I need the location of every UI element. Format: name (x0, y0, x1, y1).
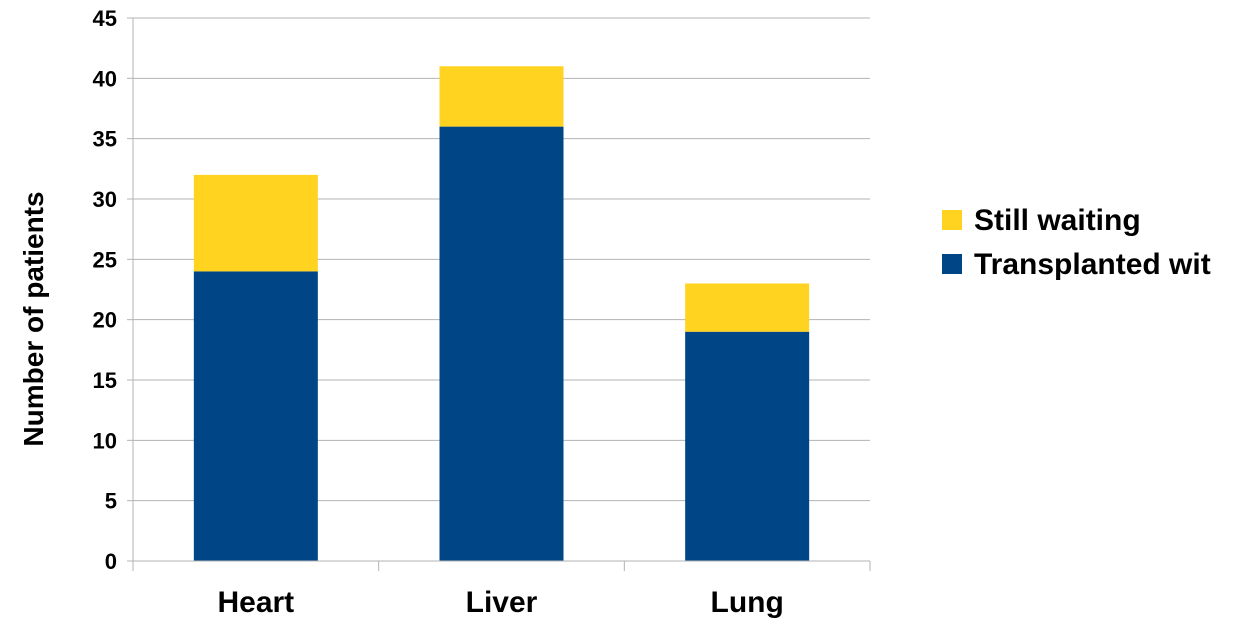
x-tick-labels: Heart Liver Lung (217, 586, 783, 619)
bar-heart-transplanted-wit (193, 271, 318, 561)
y-tick-label: 10 (93, 428, 117, 453)
y-tick-label: 30 (93, 187, 117, 212)
y-tick-label: 0 (105, 549, 117, 574)
bar-heart-still-waiting (193, 174, 318, 272)
legend-label: Transplanted wit (974, 248, 1211, 281)
legend-swatch (942, 210, 962, 230)
legend: Still waiting Transplanted wit (942, 204, 1211, 281)
y-axis-title: Number of patients (18, 191, 49, 446)
y-tick-label: 40 (93, 66, 117, 91)
y-tick-labels: 0 5 10 15 20 25 30 35 40 45 (93, 6, 117, 574)
y-tick-label: 5 (105, 489, 117, 514)
y-tick-label: 25 (93, 247, 117, 272)
y-tick-label: 15 (93, 368, 117, 393)
axes (132, 18, 871, 571)
legend-swatch (942, 254, 962, 274)
y-tick-label: 20 (93, 308, 117, 333)
bar-liver-still-waiting (439, 66, 564, 127)
bars (193, 66, 810, 561)
bar-lung-still-waiting (685, 283, 810, 332)
y-tick-label: 45 (93, 6, 117, 31)
x-tick-label: Liver (466, 586, 538, 619)
bar-lung-transplanted-wit (685, 331, 810, 561)
y-tick-label: 35 (93, 127, 117, 152)
legend-label: Still waiting (974, 204, 1141, 237)
x-tick-label: Heart (217, 586, 294, 619)
x-tick-label: Lung (711, 586, 784, 619)
bar-liver-transplanted-wit (439, 126, 564, 561)
